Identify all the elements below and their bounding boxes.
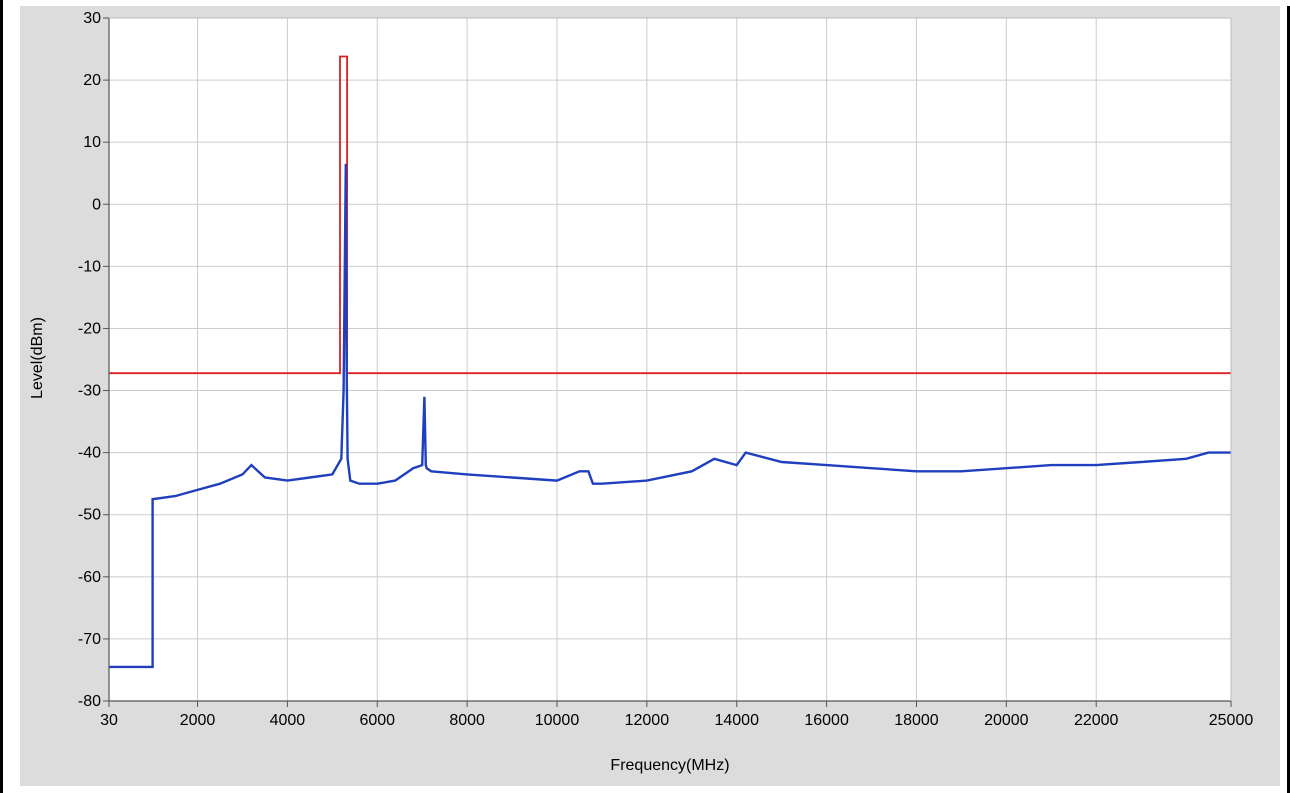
- axes-group: [108, 17, 1232, 702]
- y-tick-label: -10: [78, 258, 101, 275]
- y-tick-label: 0: [92, 196, 101, 213]
- plot-area: [109, 18, 1231, 701]
- limit-line: [109, 55, 1231, 375]
- spectrum-chart: 30 20 10 0 -10 -20 -30 -40 -50 -60 -70 -80 30 2000 400…: [29, 10, 1253, 774]
- x-tick-label: 30: [100, 712, 118, 729]
- x-tick-label: 22000: [1074, 712, 1119, 729]
- y-tick-label: 30: [83, 10, 101, 27]
- x-tick-label: 16000: [804, 712, 849, 729]
- top-strip: [3, 0, 1290, 6]
- x-tick-label: 6000: [359, 712, 395, 729]
- tick-labels: 30 20 10 0 -10 -20 -30 -40 -50 -60 -70 -80 30 2000 400…: [78, 10, 1253, 729]
- y-tick-label: -80: [78, 693, 101, 710]
- y-tick-label: -70: [78, 631, 101, 648]
- y-tick-label: -20: [78, 320, 101, 337]
- x-tick-label: 8000: [449, 712, 485, 729]
- x-tick-label: 20000: [984, 712, 1029, 729]
- grid-lines: [109, 18, 1231, 701]
- y-axis-title: Level(dBm): [29, 317, 46, 399]
- x-tick-label: 4000: [270, 712, 306, 729]
- x-tick-label: 10000: [535, 712, 580, 729]
- measurement-trace: [109, 163, 1231, 669]
- y-tick-label: -50: [78, 507, 101, 524]
- x-tick-label: 18000: [894, 712, 939, 729]
- x-tick-label: 2000: [180, 712, 216, 729]
- y-tick-label: 10: [83, 134, 101, 151]
- x-tick-label: 14000: [714, 712, 759, 729]
- x-axis-title: Frequency(MHz): [610, 757, 729, 774]
- series-group: [109, 55, 1231, 669]
- x-tick-label: 12000: [625, 712, 670, 729]
- x-tick-label: 25000: [1209, 712, 1254, 729]
- chart-panel: 30 20 10 0 -10 -20 -30 -40 -50 -60 -70 -80 30 2000 400…: [20, 6, 1280, 786]
- y-tick-label: -60: [78, 569, 101, 586]
- y-tick-label: -30: [78, 383, 101, 400]
- y-tick-label: -40: [78, 445, 101, 462]
- y-tick-label: 20: [83, 72, 101, 89]
